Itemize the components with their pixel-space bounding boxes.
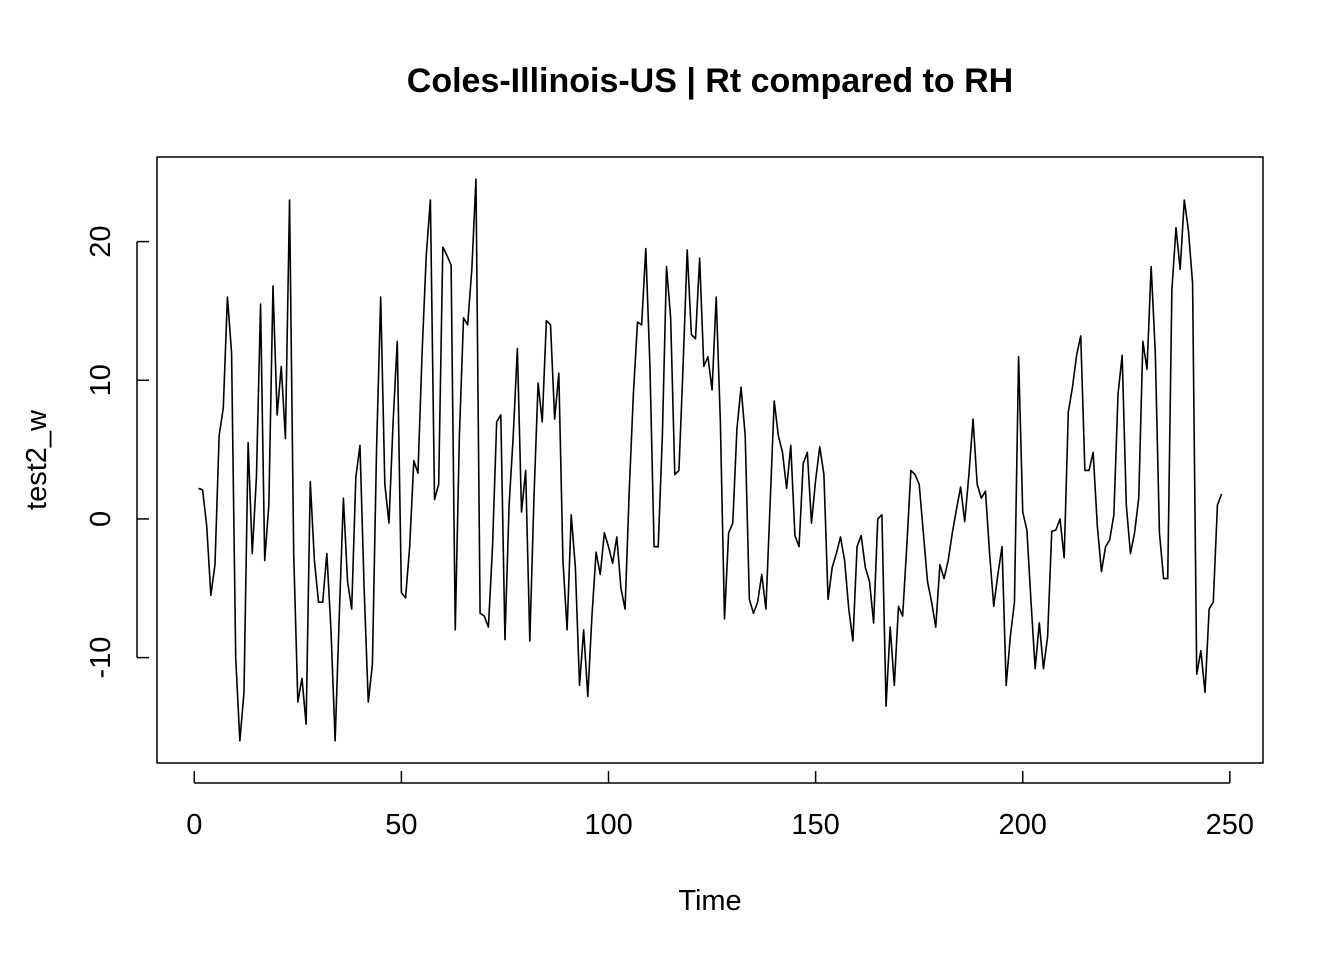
x-tick-label: 250 <box>1206 809 1254 841</box>
y-tick-label: 0 <box>85 511 117 527</box>
y-axis-label: test2_w <box>21 409 53 510</box>
y-tick-label: 10 <box>85 364 117 396</box>
x-tick-label: 0 <box>186 809 202 841</box>
x-tick-label: 100 <box>584 809 632 841</box>
chart-title: Coles-Illinois-US | Rt compared to RH <box>407 62 1013 100</box>
x-tick-label: 50 <box>385 809 417 841</box>
y-axis: -10 0 10 20 <box>85 225 149 679</box>
x-tick-label: 200 <box>999 809 1047 841</box>
y-tick-label: 20 <box>85 225 117 257</box>
plot-frame <box>156 156 1264 764</box>
y-tick-label: -10 <box>85 637 117 679</box>
x-axis: 0 50 100 150 200 250 <box>186 771 1254 841</box>
series-line <box>198 178 1223 742</box>
x-axis-label: Time <box>678 885 741 917</box>
x-tick-label: 150 <box>791 809 839 841</box>
